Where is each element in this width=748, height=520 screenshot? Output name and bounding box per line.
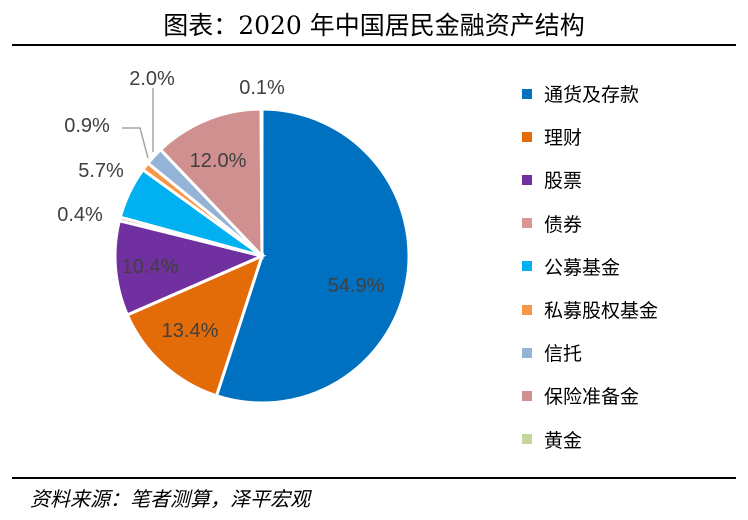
legend-label: 通货及存款 — [544, 84, 640, 107]
legend-label: 保险准备金 — [544, 386, 640, 409]
legend-swatch — [522, 390, 532, 401]
legend-item: 黄金 — [522, 418, 658, 461]
legend-item: 股票 — [522, 158, 658, 201]
bottom-rule — [12, 477, 736, 479]
legend-item: 公募基金 — [522, 245, 658, 288]
legend-label: 私募股权基金 — [544, 300, 659, 323]
data-label: 54.9% — [328, 275, 385, 297]
data-label: 0.9% — [64, 115, 110, 137]
data-label: 5.7% — [78, 160, 124, 182]
legend-item: 信托 — [522, 331, 658, 374]
data-label: 10.4% — [122, 256, 179, 278]
pie-slice-2 — [113, 218, 267, 317]
legend-swatch — [522, 434, 532, 445]
top-rule — [12, 44, 736, 46]
legend-swatch — [522, 174, 532, 185]
leader-line — [122, 127, 149, 159]
legend-swatch — [522, 88, 532, 99]
legend-label: 债券 — [544, 213, 583, 236]
legend-item: 理财 — [522, 115, 658, 158]
pie-slice-0 — [214, 107, 411, 405]
pie-slice-8 — [259, 107, 264, 257]
pie-slice-1 — [125, 253, 265, 398]
legend-item: 债券 — [522, 202, 658, 245]
legend-label: 理财 — [544, 127, 583, 150]
legend-swatch — [522, 347, 532, 358]
chart-title: 图表：2020 年中国居民金融资产结构 — [163, 11, 585, 40]
legend-swatch — [522, 131, 532, 142]
legend-swatch — [522, 304, 532, 315]
legend-label: 股票 — [544, 170, 583, 193]
legend-swatch — [522, 261, 532, 272]
legend-item: 私募股权基金 — [522, 288, 658, 331]
legend-label: 黄金 — [544, 429, 583, 452]
legend-swatch — [522, 218, 532, 229]
data-label: 12.0% — [190, 150, 247, 172]
data-label: 13.4% — [162, 320, 219, 342]
legend: 通货及存款理财股票债券公募基金私募股权基金 信托保险准备金黄金 — [522, 72, 658, 461]
legend-label: 信托 — [544, 343, 583, 366]
data-label: 2.0% — [129, 68, 175, 90]
legend-item: 保险准备金 — [522, 374, 658, 417]
source-note: 资料来源：笔者测算，泽平宏观 — [30, 487, 310, 511]
legend-label: 公募基金 — [544, 256, 621, 279]
legend-item: 通货及存款 — [522, 72, 658, 115]
data-label: 0.1% — [239, 77, 285, 99]
pie-slice-7 — [158, 107, 264, 260]
data-label: 0.4% — [57, 204, 103, 226]
